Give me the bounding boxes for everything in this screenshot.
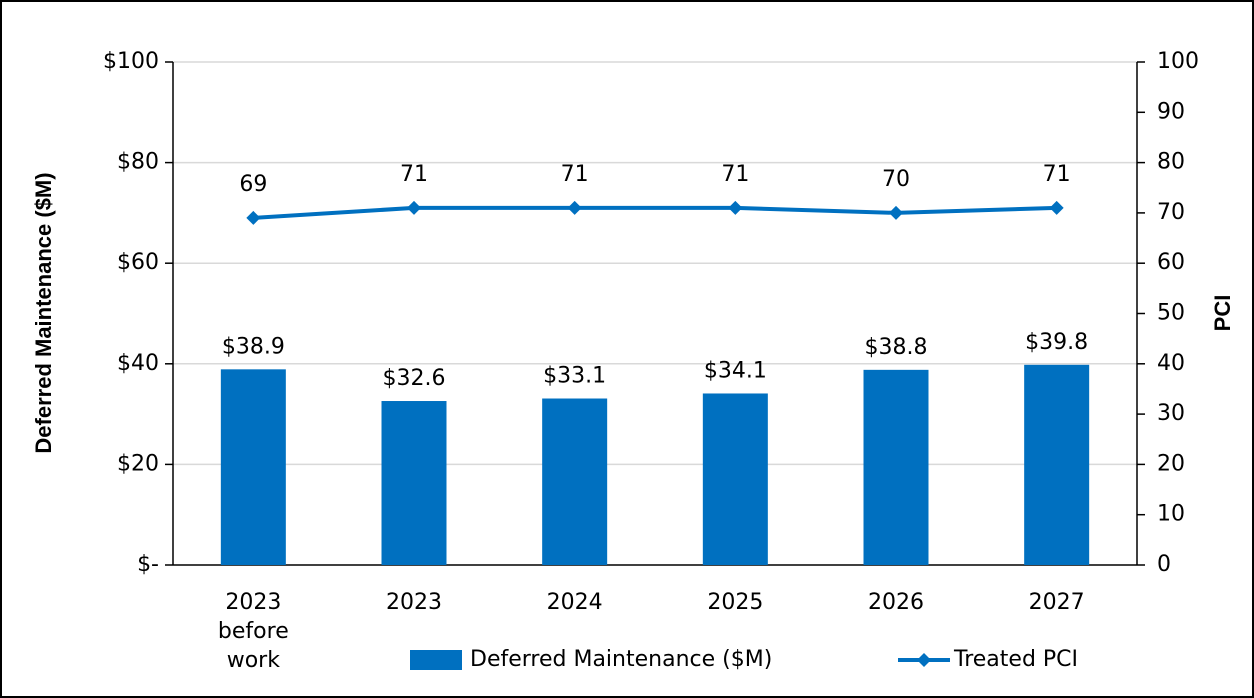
y2-axis-title: PCI — [1210, 295, 1235, 332]
line-label: 70 — [882, 167, 910, 192]
y2-tick-label: 80 — [1157, 150, 1185, 175]
bar-label: $33.1 — [543, 364, 606, 389]
bar — [381, 401, 447, 565]
bar — [542, 398, 608, 565]
y-tick-label: $- — [137, 552, 159, 577]
x-tick-label: 2024 — [546, 590, 603, 615]
line-marker — [889, 205, 903, 220]
y2-tick-label: 10 — [1157, 502, 1185, 527]
y2-tick-label: 100 — [1157, 49, 1199, 74]
bar-label: $38.8 — [865, 335, 928, 360]
line-label: 69 — [239, 172, 267, 197]
y2-tick-label: 60 — [1157, 250, 1185, 275]
bar-label: $38.9 — [222, 334, 285, 359]
legend-swatch — [410, 650, 462, 670]
line-marker — [407, 200, 421, 215]
x-tick-label: 2023 before work — [217, 590, 289, 673]
x-tick-label: 2025 — [707, 590, 764, 615]
line-label: 71 — [1043, 162, 1071, 187]
line-marker — [1049, 200, 1064, 215]
y-tick-label: $20 — [117, 451, 159, 476]
line-marker — [246, 210, 261, 225]
x-tick-label: 2023 — [386, 590, 442, 615]
line-label: 71 — [400, 162, 428, 187]
legend-marker — [917, 653, 931, 667]
bar — [1024, 364, 1090, 565]
y-tick-label: $60 — [117, 250, 159, 275]
y-axis-title: Deferred Maintenance ($M) — [31, 172, 56, 453]
bar-label: $34.1 — [704, 358, 767, 383]
bar — [220, 369, 286, 565]
x-tick-label: 2027 — [1028, 590, 1085, 615]
y2-tick-label: 50 — [1157, 301, 1185, 326]
line-label: 71 — [561, 162, 589, 187]
y2-tick-label: 0 — [1157, 552, 1171, 577]
line — [253, 205, 1057, 220]
y-tick-label: $100 — [103, 49, 159, 74]
y2-tick-label: 90 — [1157, 99, 1185, 124]
line-label: 71 — [721, 162, 749, 187]
y2-tick-label: 30 — [1157, 401, 1185, 426]
bar-label: $39.8 — [1025, 330, 1088, 355]
x-tick-label: 2026 — [868, 590, 924, 615]
y2-tick-label: 70 — [1157, 200, 1185, 225]
bar — [863, 369, 929, 565]
y2-tick-label: 20 — [1157, 451, 1185, 476]
line-marker — [567, 200, 582, 215]
legend-label: Deferred Maintenance ($M) — [470, 647, 772, 672]
bar-label: $32.6 — [383, 366, 446, 391]
line-marker — [728, 200, 743, 215]
bar — [702, 393, 768, 565]
y-tick-label: $80 — [117, 150, 159, 175]
legend-label: Treated PCI — [953, 647, 1078, 672]
y-tick-label: $40 — [117, 351, 159, 376]
y2-tick-label: 40 — [1157, 351, 1185, 376]
